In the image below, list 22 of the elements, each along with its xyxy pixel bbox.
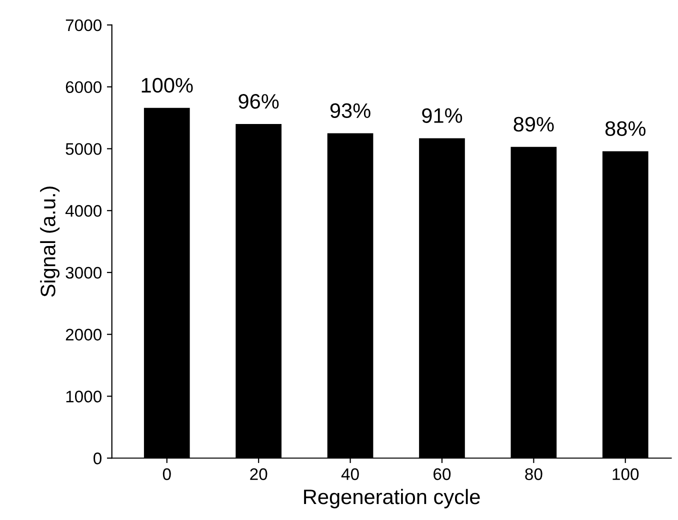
annotation: 96%: [238, 94, 279, 109]
y-tick-label: 5000: [66, 143, 102, 155]
x-axis-title: Regeneration cycle: [304, 488, 480, 508]
x-tick-label: 80: [525, 468, 542, 480]
y-tick-label: 7000: [66, 19, 102, 32]
annotation: 88%: [605, 121, 646, 136]
y-tick-label: 1000: [66, 390, 102, 402]
x-tick-label: 0: [162, 468, 171, 480]
y-tick-label: 0: [94, 452, 102, 464]
annotation: 91%: [422, 108, 462, 123]
x-tick-label: 20: [250, 468, 268, 480]
y-tick-label: 6000: [66, 81, 102, 94]
y-tick-label: 3000: [66, 266, 102, 279]
annotation: 93%: [330, 103, 370, 118]
x-tick-label: 40: [341, 468, 359, 480]
x-tick-label: 100: [612, 468, 639, 480]
y-axis-title: Signal (a.u.): [40, 186, 60, 297]
y-tick-label: 4000: [65, 205, 102, 217]
annotation: 100%: [142, 78, 193, 93]
x-tick-label: 60: [434, 468, 451, 480]
annotation: 89%: [514, 116, 554, 132]
y-tick-label: 2000: [66, 328, 102, 341]
